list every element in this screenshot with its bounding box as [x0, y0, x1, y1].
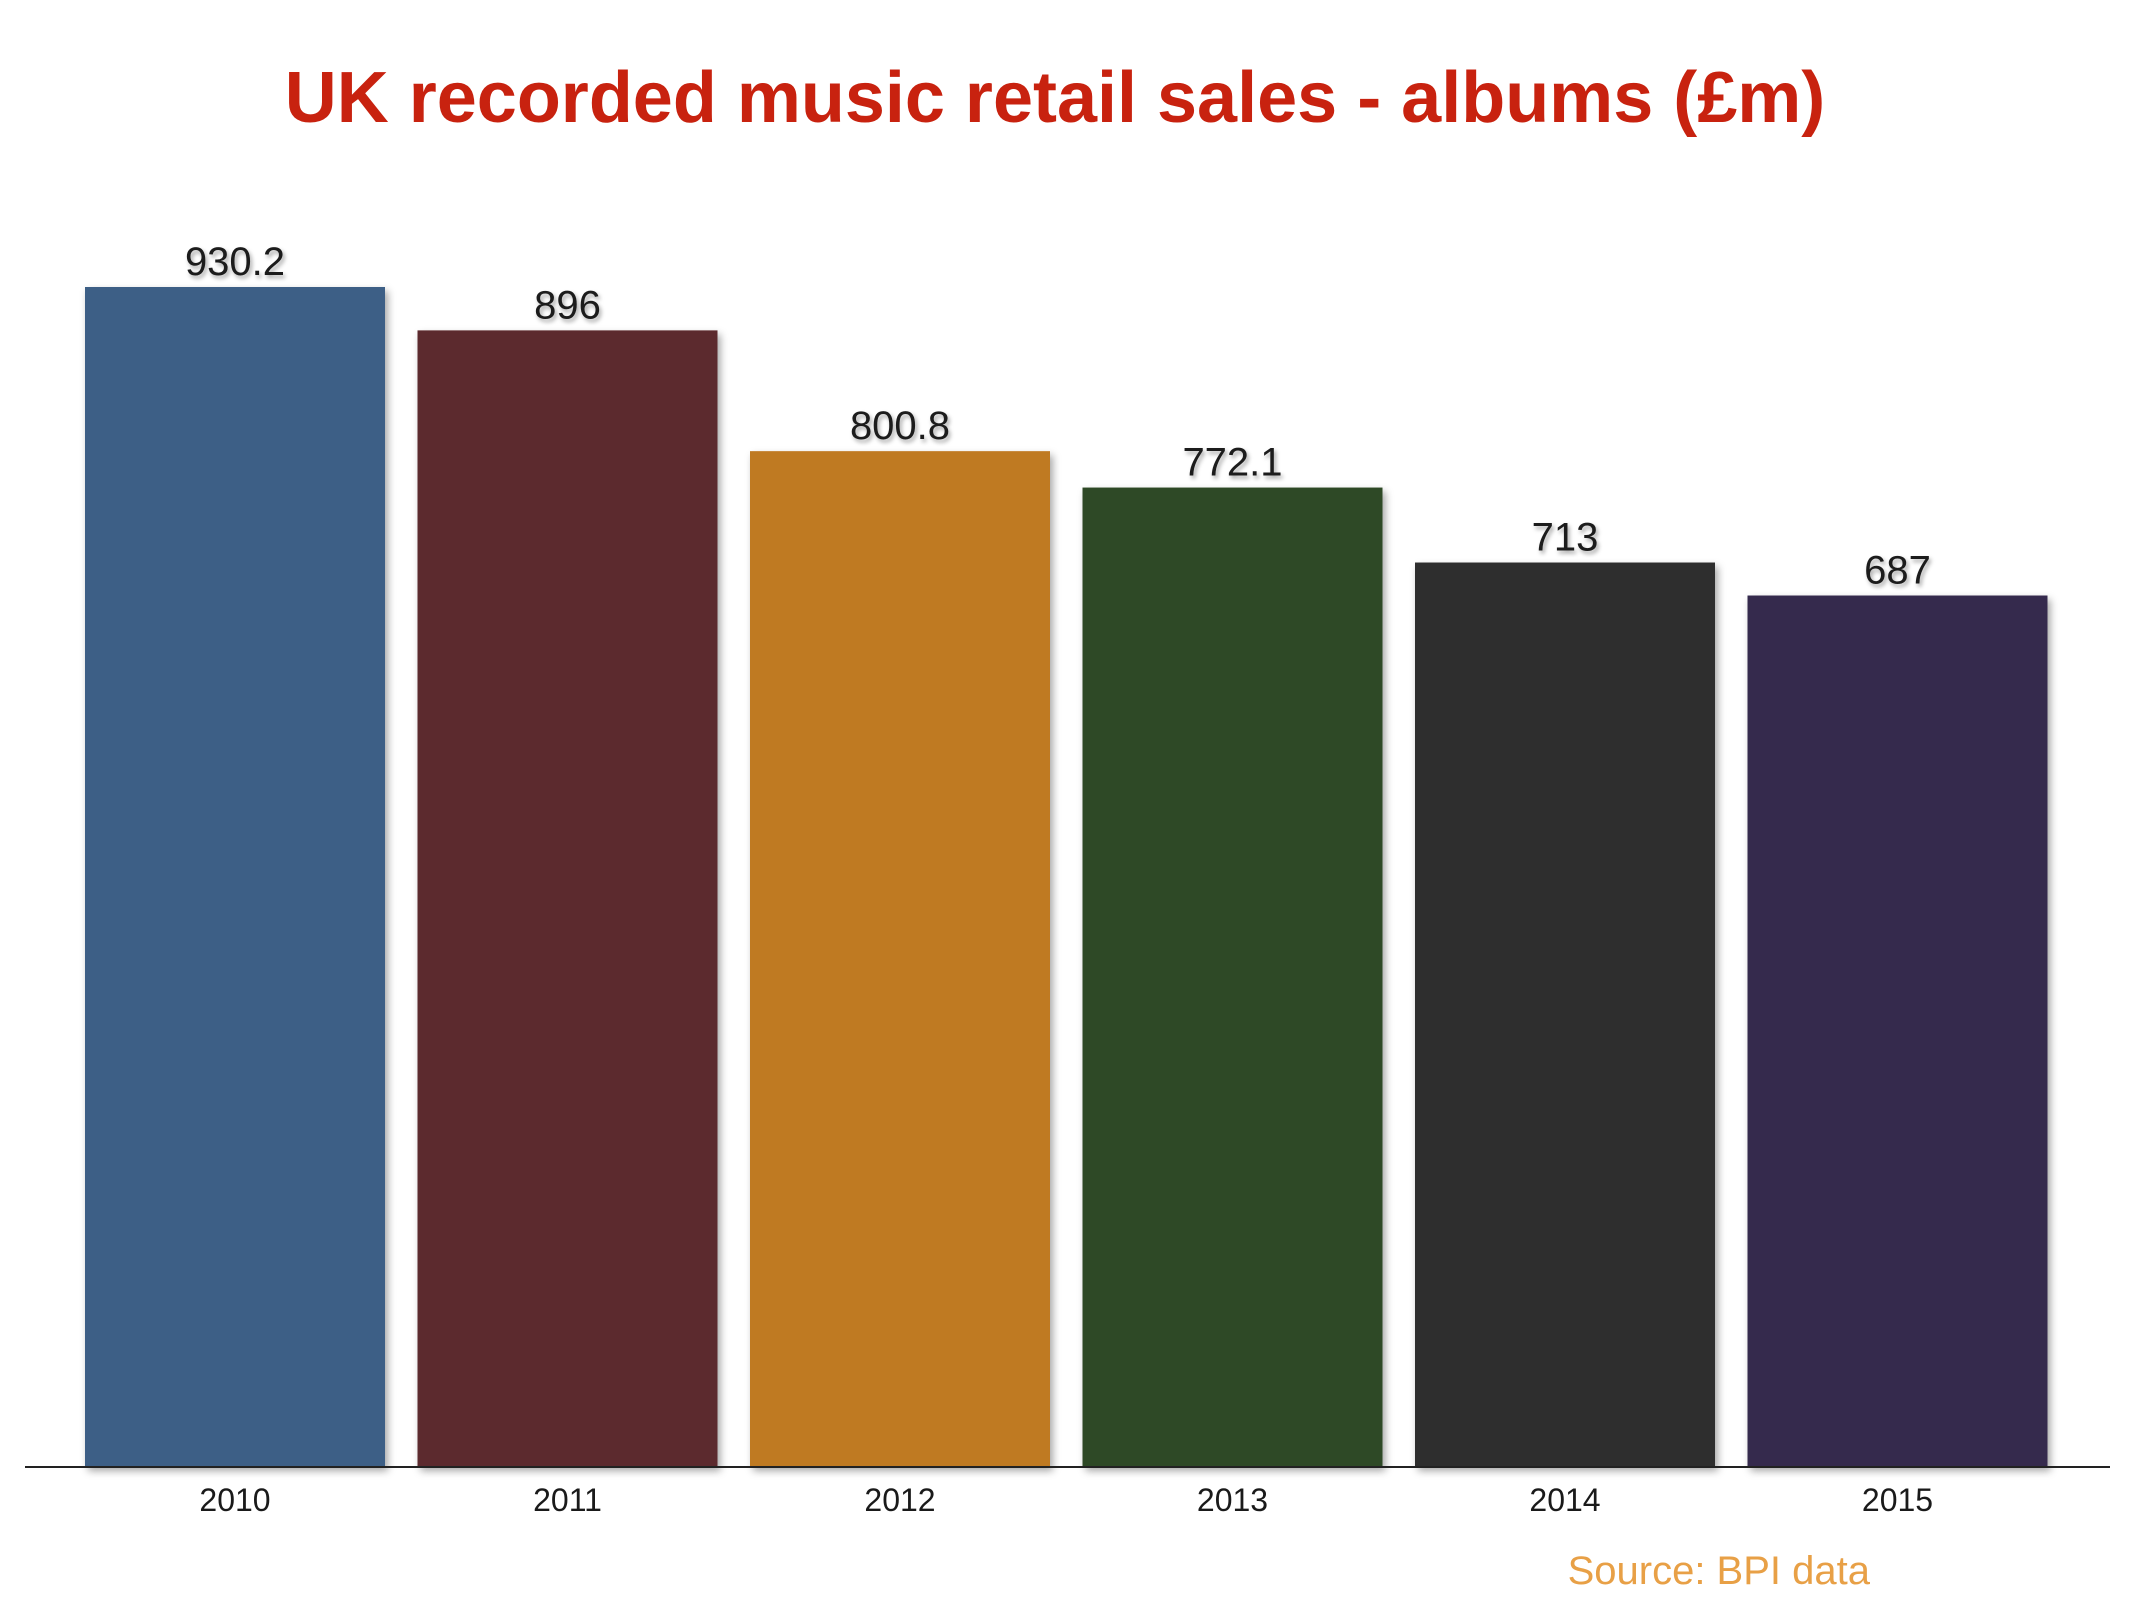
- x-tick-label-2014: 2014: [1529, 1482, 1600, 1518]
- bar-2013: [1082, 487, 1383, 1467]
- bar-2015: [1747, 595, 2048, 1467]
- x-tick-label-2015: 2015: [1862, 1482, 1933, 1518]
- bar-2012: [750, 451, 1050, 1467]
- bar-2011: [417, 330, 718, 1467]
- value-label-2012: 800.8: [850, 404, 950, 448]
- value-label-2015: 687: [1864, 549, 1931, 593]
- x-tick-label-2012: 2012: [864, 1482, 935, 1518]
- x-tick-label-2011: 2011: [533, 1482, 602, 1518]
- x-tick-label-2013: 2013: [1197, 1482, 1268, 1518]
- bar-2010: [85, 287, 385, 1467]
- bars: [85, 287, 2048, 1467]
- x-tick-labels: 2010 2011 2012 2013 2014 2015: [199, 1482, 1933, 1518]
- x-tick-label-2010: 2010: [199, 1482, 270, 1518]
- value-labels: 930.2 896 800.8 772.1 713 687: [185, 240, 1931, 593]
- source-note: Source: BPI data: [1568, 1549, 1871, 1593]
- value-label-2011: 896: [534, 283, 601, 327]
- bar-2014: [1415, 562, 1715, 1467]
- value-label-2013: 772.1: [1182, 441, 1282, 485]
- chart-title: UK recorded music retail sales - albums …: [285, 58, 1826, 138]
- value-label-2010: 930.2: [185, 240, 285, 284]
- value-label-2014: 713: [1532, 516, 1599, 560]
